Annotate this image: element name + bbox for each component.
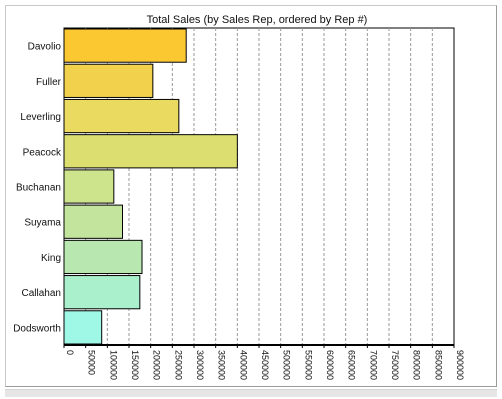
bars bbox=[63, 28, 238, 345]
category-label: King bbox=[41, 253, 61, 264]
bar-fuller bbox=[63, 63, 154, 98]
bar-buchanan bbox=[63, 169, 115, 204]
bar-king bbox=[63, 239, 143, 275]
x-tick-labels: 0 50000 100000 150000 200000 250000 300000 3500… bbox=[63, 345, 465, 380]
x-tick-label: 650000 bbox=[347, 350, 357, 380]
x-tick-label: 500000 bbox=[282, 350, 292, 380]
category-label: Buchanan bbox=[16, 183, 61, 194]
x-tick-label: 50000 bbox=[87, 350, 97, 375]
x-tick-label: 800000 bbox=[412, 350, 422, 380]
category-label: Peacock bbox=[23, 147, 62, 158]
x-tick-label: 300000 bbox=[195, 350, 205, 380]
category-label: Leverling bbox=[20, 112, 61, 123]
x-tick-label: 700000 bbox=[368, 350, 378, 380]
bar-suyama bbox=[63, 204, 123, 239]
category-label: Davolio bbox=[28, 42, 62, 53]
bar-leverling bbox=[63, 98, 180, 134]
x-tick-label: 100000 bbox=[108, 350, 118, 380]
x-tick-label: 400000 bbox=[238, 350, 248, 380]
x-tick-label: 150000 bbox=[130, 350, 140, 380]
chart-title: Total Sales (by Sales Rep, ordered by Re… bbox=[147, 14, 368, 26]
bar-callahan bbox=[63, 275, 141, 310]
category-label: Fuller bbox=[36, 77, 62, 88]
x-tick-label: 200000 bbox=[152, 350, 162, 380]
bar-dodsworth bbox=[63, 310, 103, 345]
category-labels: Davolio Fuller Leverling Peacock Buchanan Suy… bbox=[13, 42, 62, 335]
category-label: Callahan bbox=[22, 288, 61, 299]
x-tick-label: 450000 bbox=[260, 350, 270, 380]
bar-davolio bbox=[63, 28, 187, 63]
category-label: Suyama bbox=[24, 218, 61, 229]
x-tick-label: 550000 bbox=[303, 350, 313, 380]
x-tick-label: 900000 bbox=[455, 350, 465, 380]
x-tick-label: 850000 bbox=[433, 350, 443, 380]
x-tick-label: 0 bbox=[65, 350, 75, 355]
x-tick-label: 250000 bbox=[173, 350, 183, 380]
category-label: Dodsworth bbox=[13, 323, 61, 334]
horizontal-scrollbar[interactable] bbox=[5, 389, 497, 397]
x-tick-label: 350000 bbox=[217, 350, 227, 380]
x-tick-label: 750000 bbox=[390, 350, 400, 380]
x-tick-label: 600000 bbox=[325, 350, 335, 380]
bar-peacock bbox=[63, 134, 238, 169]
